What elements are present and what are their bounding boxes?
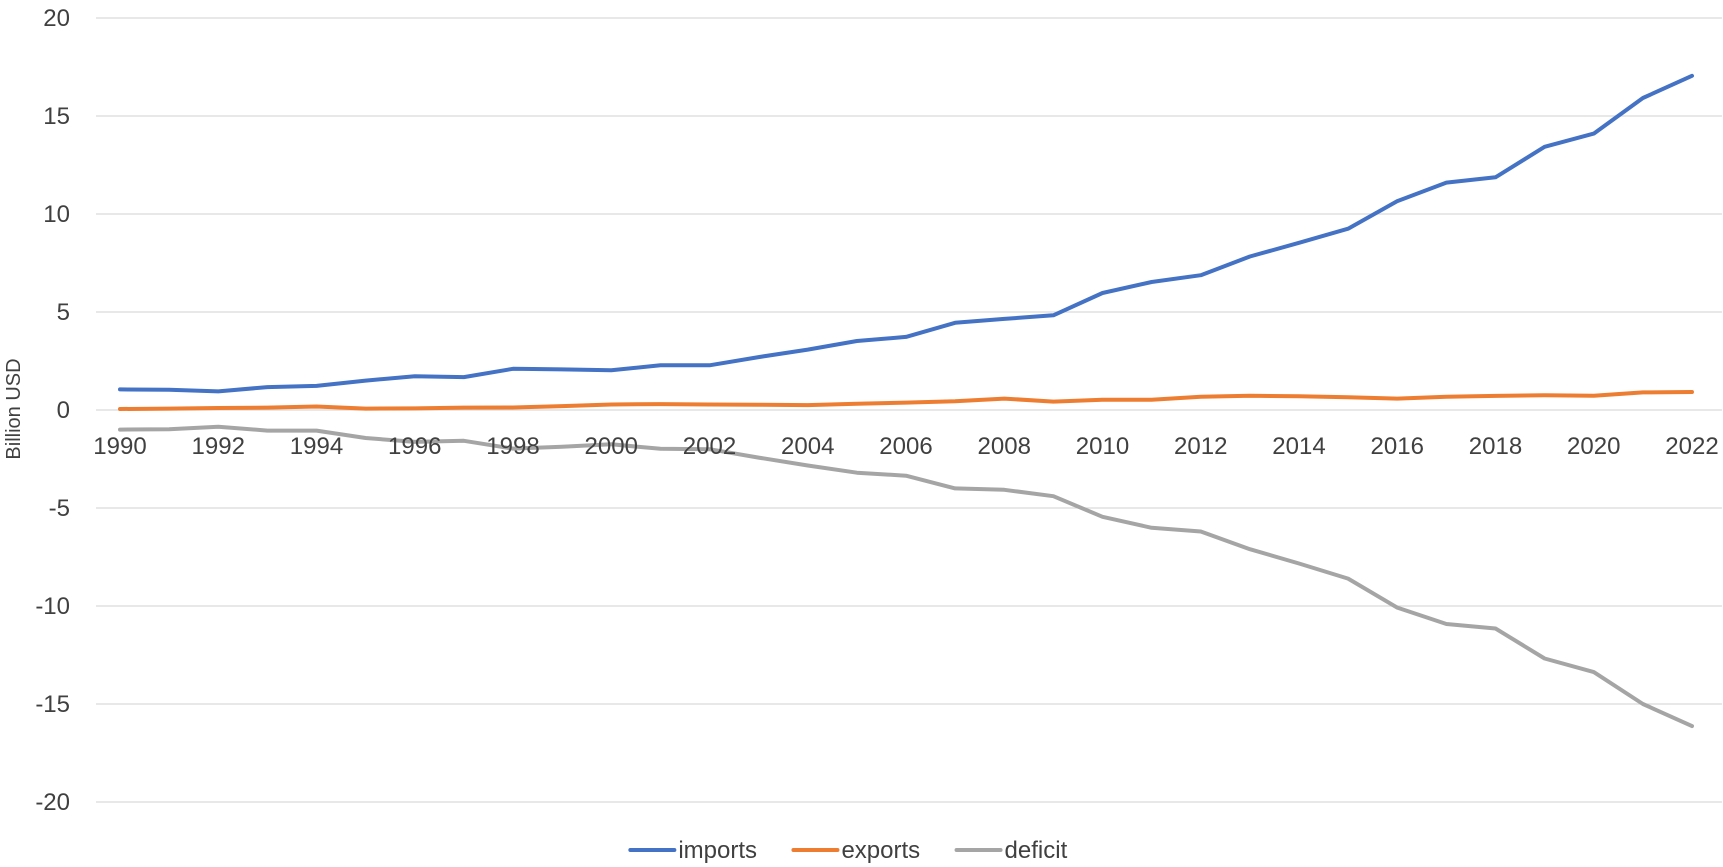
y-tick-label: -20 — [35, 789, 70, 816]
x-tick-label: 2022 — [1665, 433, 1718, 460]
y-tick-label: 0 — [57, 397, 70, 424]
series-lines — [118, 73, 1694, 729]
x-axis-tick-labels: 1990 1992 1994 1996 1998 2000 2002 2004 2006 2008… — [93, 433, 1718, 460]
legend-label: imports — [678, 837, 757, 864]
y-tick-label: -10 — [35, 593, 70, 620]
y-tick-label: 20 — [43, 5, 70, 32]
legend-item-deficit[interactable]: deficit — [954, 837, 1068, 864]
x-tick-label: 2010 — [1076, 433, 1129, 460]
x-tick-label: 1994 — [290, 433, 343, 460]
legend-item-exports[interactable]: exports — [791, 837, 920, 864]
y-tick-label: -5 — [49, 495, 70, 522]
series-line-exports — [118, 390, 1694, 411]
y-tick-label: 10 — [43, 201, 70, 228]
y-axis-title: Billion USD — [3, 358, 25, 459]
x-tick-label: 2004 — [781, 433, 834, 460]
legend-label: deficit — [1005, 837, 1068, 864]
x-tick-label: 1996 — [388, 433, 441, 460]
x-tick-label: 2008 — [978, 433, 1031, 460]
x-tick-label: 1990 — [93, 433, 146, 460]
legend-item-imports[interactable]: imports — [628, 837, 757, 864]
x-tick-label: 2012 — [1174, 433, 1227, 460]
x-tick-label: 2006 — [879, 433, 932, 460]
series-line-imports — [118, 73, 1694, 394]
series-line-deficit — [118, 424, 1694, 729]
x-tick-label: 2016 — [1371, 433, 1424, 460]
x-tick-label: 2020 — [1567, 433, 1620, 460]
x-tick-label: 2000 — [585, 433, 638, 460]
x-tick-label: 1998 — [486, 433, 539, 460]
legend-label: exports — [841, 837, 920, 864]
x-tick-label: 2018 — [1469, 433, 1522, 460]
gridlines — [96, 17, 1722, 803]
y-tick-label: 15 — [43, 103, 70, 130]
y-tick-label: -15 — [35, 691, 70, 718]
y-tick-label: 5 — [57, 299, 70, 326]
x-tick-label: 2014 — [1272, 433, 1325, 460]
x-tick-label: 1992 — [192, 433, 245, 460]
legend[interactable]: imports exports deficit — [628, 837, 1068, 864]
x-tick-label: 2002 — [683, 433, 736, 460]
y-axis-tick-labels: -20 -15 -10 -5 0 5 10 15 20 — [35, 5, 70, 816]
